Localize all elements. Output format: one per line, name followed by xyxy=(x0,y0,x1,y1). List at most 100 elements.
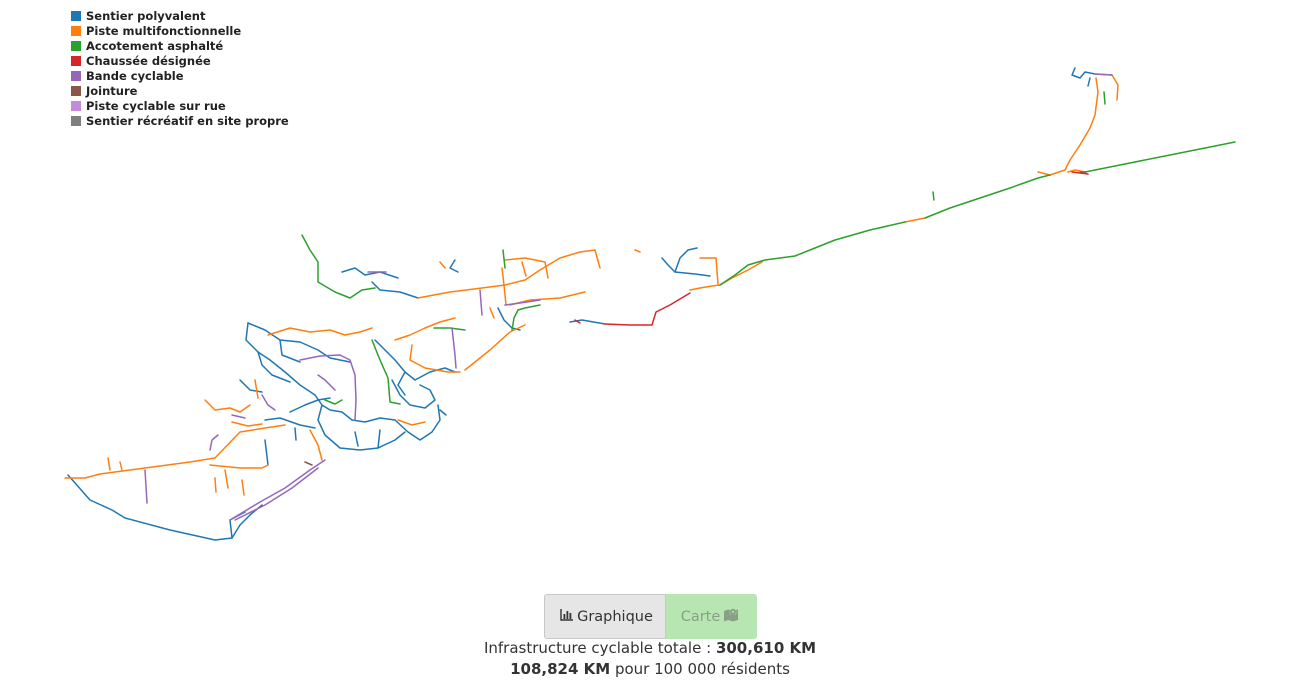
path-segment xyxy=(264,417,316,429)
path-segment xyxy=(231,414,246,419)
path-segment xyxy=(224,469,229,489)
path-segment xyxy=(1071,171,1089,175)
path-segment xyxy=(904,217,926,223)
path-segment xyxy=(932,191,935,201)
path-segment xyxy=(489,307,495,319)
path-segment xyxy=(107,457,111,471)
path-segment xyxy=(229,459,326,521)
path-segment xyxy=(279,339,301,363)
graph-view-button[interactable]: Graphique xyxy=(544,594,666,639)
legend-swatch xyxy=(71,70,81,81)
path-segment xyxy=(502,249,506,269)
path-segment xyxy=(374,339,456,381)
path-segment xyxy=(689,284,721,291)
path-segment xyxy=(1084,141,1236,173)
path-segment xyxy=(371,281,419,299)
path-segment xyxy=(354,431,359,447)
total-label: Infrastructure cyclable totale : xyxy=(483,639,712,657)
per-capita-line: 108,824 KM pour 100 000 résidents xyxy=(0,660,1300,678)
map-view-button[interactable]: Carte xyxy=(666,594,757,639)
path-segment xyxy=(715,257,719,285)
map-marker-icon xyxy=(723,607,739,626)
path-segment xyxy=(439,409,447,416)
path-segment xyxy=(294,427,297,441)
path-segment xyxy=(409,344,461,373)
path-segment xyxy=(254,379,259,399)
path-segment xyxy=(231,421,263,427)
path-segment xyxy=(1094,73,1113,76)
network-piste-multifonctionnelle xyxy=(64,74,1119,496)
path-segment xyxy=(209,434,219,451)
path-segment xyxy=(1049,77,1099,176)
path-segment xyxy=(1071,67,1113,79)
path-segment xyxy=(604,292,691,326)
path-segment xyxy=(479,289,483,316)
path-segment xyxy=(341,267,399,279)
path-segment xyxy=(464,324,526,371)
path-segment xyxy=(1037,171,1051,176)
legend-swatch xyxy=(71,115,81,126)
path-segment xyxy=(719,221,906,286)
total-value: 300,610 KM xyxy=(715,639,817,657)
path-segment xyxy=(289,397,331,413)
path-segment xyxy=(397,419,426,426)
legend-swatch xyxy=(71,100,81,111)
path-segment xyxy=(209,464,269,469)
legend-item-bande-cyclable: Bande cyclable xyxy=(71,68,289,83)
path-segment xyxy=(267,327,373,336)
path-segment xyxy=(501,267,507,306)
path-segment xyxy=(504,299,541,306)
cycling-network-map[interactable] xyxy=(0,0,1308,580)
legend-label: Jointure xyxy=(86,83,138,98)
map-legend: Sentier polyvalent Piste multifonctionne… xyxy=(71,8,289,128)
path-segment xyxy=(661,257,711,277)
network-accotement-asphalte xyxy=(301,91,1236,405)
bar-chart-icon xyxy=(560,608,574,625)
path-segment xyxy=(417,249,596,299)
legend-label: Piste multifonctionnelle xyxy=(86,23,242,38)
path-segment xyxy=(391,379,436,409)
network-bande-cyclable xyxy=(144,73,1113,521)
path-segment xyxy=(317,374,336,391)
path-segment xyxy=(924,174,1051,219)
network-chaussee-designee xyxy=(574,171,1089,326)
path-segment xyxy=(261,394,276,411)
path-segment xyxy=(439,261,446,269)
path-segment xyxy=(317,404,406,451)
path-segment xyxy=(324,399,343,405)
legend-item-sentier-polyvalent: Sentier polyvalent xyxy=(71,8,289,23)
path-segment xyxy=(234,467,319,521)
path-segment xyxy=(634,249,641,253)
path-segment xyxy=(309,429,323,461)
path-segment xyxy=(214,477,217,493)
path-segment xyxy=(594,249,601,269)
legend-item-chaussee-designee: Chaussée désignée xyxy=(71,53,289,68)
path-segment xyxy=(521,261,527,277)
legend-label: Piste cyclable sur rue xyxy=(86,98,226,113)
path-segment xyxy=(64,424,286,479)
per-capita-label: pour 100 000 résidents xyxy=(614,660,790,678)
network-sentier-polyvalent xyxy=(67,67,1113,541)
path-segment xyxy=(371,339,401,405)
path-segment xyxy=(1111,74,1119,101)
legend-label: Accotement asphalté xyxy=(86,38,224,53)
path-segment xyxy=(301,234,376,299)
graph-view-label: Graphique xyxy=(577,608,653,625)
path-segment xyxy=(245,322,316,396)
map-view-label: Carte xyxy=(680,608,721,625)
legend-swatch xyxy=(71,55,81,66)
path-segment xyxy=(119,461,123,471)
legend-swatch xyxy=(71,85,81,96)
legend-item-sentier-recreatif: Sentier récréatif en site propre xyxy=(71,113,289,128)
path-segment xyxy=(397,371,406,396)
path-segment xyxy=(204,399,251,413)
legend-item-accotement-asphalte: Accotement asphalté xyxy=(71,38,289,53)
legend-item-jointure: Jointure xyxy=(71,83,289,98)
path-segment xyxy=(67,474,263,541)
legend-item-piste-multifonctionnelle: Piste multifonctionnelle xyxy=(71,23,289,38)
path-segment xyxy=(1103,91,1106,105)
path-segment xyxy=(264,439,269,466)
view-toggle: Graphique Carte xyxy=(544,594,757,639)
network-jointure xyxy=(304,171,1087,466)
legend-label: Bande cyclable xyxy=(86,68,184,83)
